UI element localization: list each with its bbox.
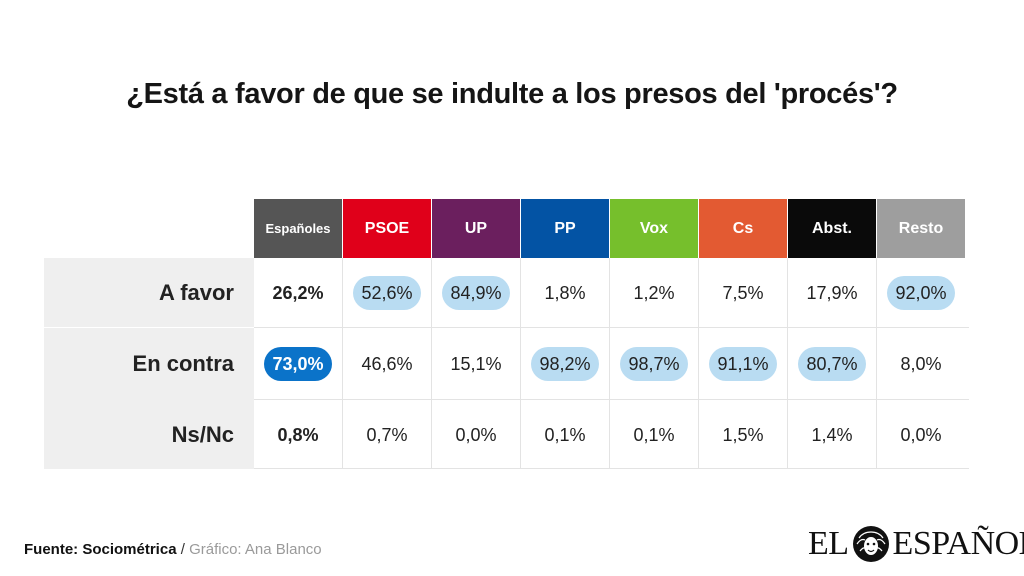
table-cell: 0,1% xyxy=(610,400,698,469)
footer-source: Fuente: Sociométrica / Gráfico: Ana Blan… xyxy=(24,541,322,558)
table-cell: 15,1% xyxy=(432,328,520,400)
grid-line-vertical xyxy=(698,258,699,469)
table-cell: 1,8% xyxy=(521,258,609,327)
lion-head-icon xyxy=(851,524,891,564)
page-title: ¿Está a favor de que se indulte a los pr… xyxy=(126,78,898,110)
table-cell: 98,7% xyxy=(610,328,698,400)
grid-line-horizontal xyxy=(254,399,969,400)
table-cell: 0,0% xyxy=(877,400,965,469)
highlighted-cell-value: 92,0% xyxy=(887,275,955,310)
cell-value: 0,1% xyxy=(633,424,675,445)
table-cell: 0,0% xyxy=(432,400,520,469)
column-header-psoe: PSOE xyxy=(343,199,431,258)
credit-label: Gráfico: Ana Blanco xyxy=(189,541,322,558)
cell-value: 7,5% xyxy=(722,282,764,303)
cell-value: 0,8% xyxy=(277,424,319,445)
row-label: A favor xyxy=(44,258,254,327)
el-espanol-logo: EL ESPAÑOL xyxy=(808,522,1024,566)
highlighted-cell-value: 52,6% xyxy=(353,275,421,310)
column-header-resto: Resto xyxy=(877,199,965,258)
cell-value: 0,7% xyxy=(366,424,408,445)
grid-line-vertical xyxy=(609,258,610,469)
table-cell: 8,0% xyxy=(877,328,965,400)
table-cell: 1,2% xyxy=(610,258,698,327)
cell-value: 0,1% xyxy=(544,424,586,445)
table-cell: 92,0% xyxy=(877,258,965,327)
cell-value: 1,4% xyxy=(811,424,853,445)
grid-line-vertical xyxy=(787,258,788,469)
column-header-cs: Cs xyxy=(699,199,787,258)
table-cell: 7,5% xyxy=(699,258,787,327)
table-cell: 0,8% xyxy=(254,400,342,469)
table-cell: 26,2% xyxy=(254,258,342,327)
table-cell: 73,0% xyxy=(254,328,342,400)
column-header-españoles: Españoles xyxy=(254,199,342,258)
table-cell: 98,2% xyxy=(521,328,609,400)
table-cell: 1,4% xyxy=(788,400,876,469)
table-cell: 0,1% xyxy=(521,400,609,469)
table-cell: 0,7% xyxy=(343,400,431,469)
grid-line-vertical xyxy=(520,258,521,469)
cell-value: 15,1% xyxy=(450,354,502,374)
cell-value: 0,0% xyxy=(455,424,497,445)
table-cell: 80,7% xyxy=(788,328,876,400)
cell-value: 1,8% xyxy=(544,282,586,303)
highlighted-cell-value: 80,7% xyxy=(798,347,866,381)
column-header-pp: PP xyxy=(521,199,609,258)
results-table: Españoles PSOE UP PP Vox Cs Abst. Resto A favor 2… xyxy=(44,199,969,469)
table-cell: 84,9% xyxy=(432,258,520,327)
cell-value: 1,5% xyxy=(722,424,764,445)
column-header-vox: Vox xyxy=(610,199,698,258)
table-cell: 1,5% xyxy=(699,400,787,469)
table-cell: 46,6% xyxy=(343,328,431,400)
cell-value: 0,0% xyxy=(900,424,942,445)
highlighted-cell-value: 91,1% xyxy=(709,347,777,381)
table-cell: 17,9% xyxy=(788,258,876,327)
highlighted-cell-value: 98,2% xyxy=(531,347,599,381)
column-header-up: UP xyxy=(432,199,520,258)
source-label: Fuente: Sociométrica xyxy=(24,541,177,558)
highlighted-cell-value: 73,0% xyxy=(264,347,332,381)
cell-value: 26,2% xyxy=(272,282,324,303)
row-label: En contra xyxy=(44,328,254,400)
row-label: Ns/Nc xyxy=(44,400,254,469)
highlighted-cell-value: 98,7% xyxy=(620,347,688,381)
grid-line-horizontal xyxy=(254,468,969,469)
grid-line-vertical xyxy=(342,258,343,469)
logo-text-left: EL xyxy=(808,525,849,562)
cell-value: 1,2% xyxy=(633,282,675,303)
footer-separator: / xyxy=(180,541,185,558)
cell-value: 17,9% xyxy=(806,282,858,303)
grid-line-horizontal xyxy=(254,327,969,328)
logo-text-right: ESPAÑOL xyxy=(892,525,1024,562)
grid-line-vertical xyxy=(431,258,432,469)
highlighted-cell-value: 84,9% xyxy=(442,275,510,310)
cell-value: 46,6% xyxy=(361,354,413,374)
grid-line-vertical xyxy=(876,258,877,469)
column-header-abst: Abst. xyxy=(788,199,876,258)
table-cell: 52,6% xyxy=(343,258,431,327)
table-cell: 91,1% xyxy=(699,328,787,400)
cell-value: 8,0% xyxy=(900,354,942,374)
